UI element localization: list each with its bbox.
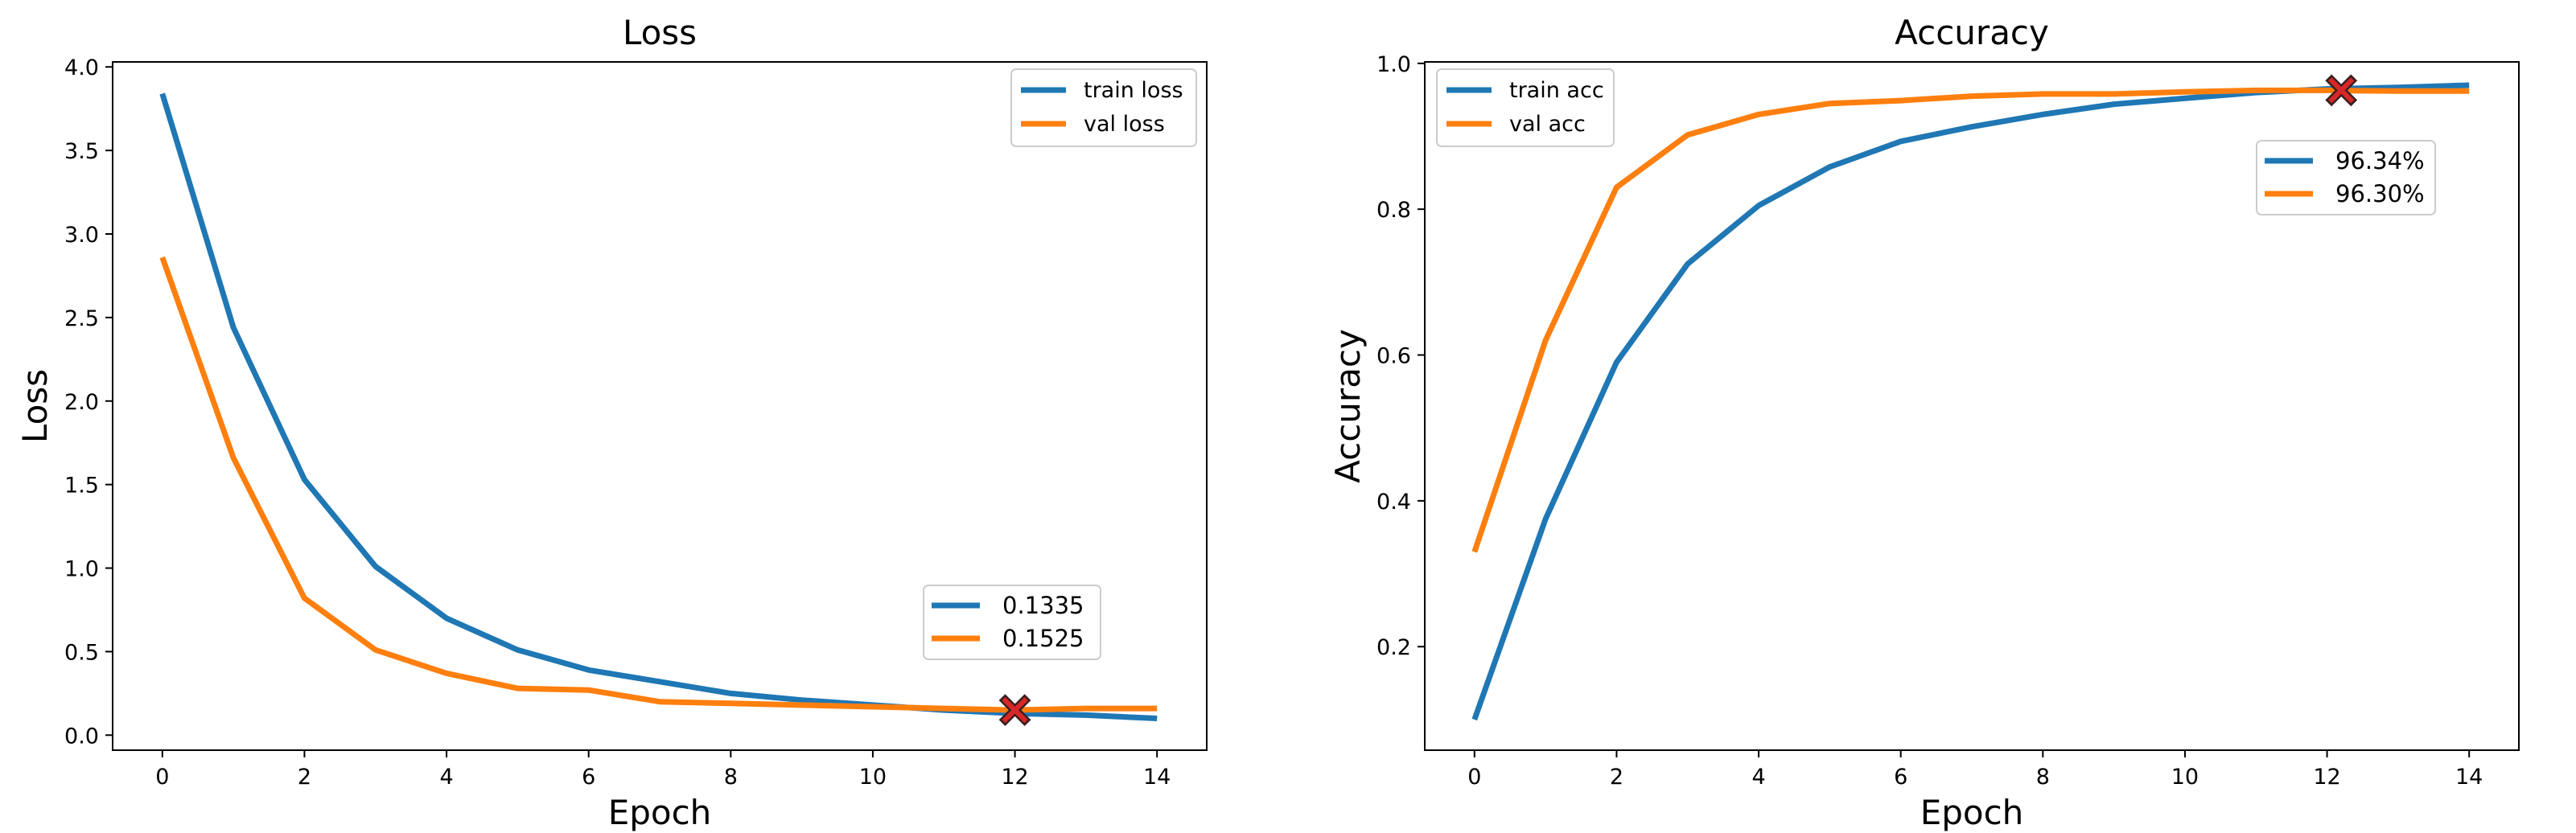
- y-tick-label: 0.0: [64, 724, 99, 749]
- x-tick-label: 12: [1001, 765, 1028, 790]
- legend: train acc val acc: [1436, 68, 1615, 147]
- legend-label: val acc: [1509, 112, 1586, 137]
- y-axis-label: Loss: [15, 369, 55, 443]
- plot-frame: [112, 61, 1208, 751]
- x-axis-label: Epoch: [608, 793, 712, 832]
- legend: train loss val loss: [1010, 68, 1197, 147]
- value-legend-label: 0.1525: [1002, 625, 1084, 652]
- legend-label: train loss: [1084, 78, 1183, 103]
- x-tick-label: 6: [1894, 765, 1907, 790]
- x-tick-label: 8: [2036, 765, 2050, 790]
- chart-title: Loss: [623, 13, 697, 52]
- best-epoch-marker: [998, 694, 1031, 727]
- x-tick-label: 10: [859, 765, 887, 790]
- series-line-val: [159, 256, 1158, 713]
- x-tick-label: 14: [2455, 765, 2483, 790]
- value-legend: 0.1335 0.1525: [923, 585, 1101, 660]
- value-legend: 96.34% 96.30%: [2256, 140, 2436, 215]
- x-tick-label: 8: [724, 765, 738, 790]
- y-tick-label: 0.2: [1376, 635, 1411, 660]
- y-tick-label: 1.0: [1376, 52, 1411, 77]
- value-legend-label: 96.34%: [2335, 147, 2425, 174]
- x-tick-label: 2: [298, 765, 311, 790]
- y-tick-label: 3.5: [64, 139, 99, 164]
- x-tick-label: 2: [1610, 765, 1623, 790]
- x-tick-label: 4: [439, 765, 453, 790]
- series-line-val: [1471, 87, 2470, 553]
- y-tick-label: 0.6: [1376, 344, 1411, 369]
- plot-frame: [1424, 61, 2520, 751]
- best-epoch-marker: [2325, 74, 2358, 107]
- chart-1: Accuracy 0 2 4 6 8 10 12 14 0.2 0.4 0.6 0.8 1.0 Epoch A…: [1328, 13, 2520, 832]
- x-tick-label: 14: [1143, 765, 1171, 790]
- chart-0: Loss 0 2 4 6 8 10 12 14 0.0 0.5 1.0 1.5 2.0 2.5 3.0 3.5 4…: [15, 13, 1208, 832]
- x-tick-label: 0: [1467, 765, 1481, 790]
- value-legend-label: 96.30%: [2335, 180, 2425, 207]
- x-tick-label: 4: [1751, 765, 1765, 790]
- y-tick-label: 0.4: [1376, 490, 1411, 515]
- y-tick-label: 1.0: [64, 557, 99, 582]
- x-tick-label: 0: [155, 765, 169, 790]
- y-tick-label: 2.0: [64, 390, 99, 415]
- y-tick-label: 0.5: [64, 640, 99, 665]
- x-axis-label: Epoch: [1920, 793, 2024, 832]
- marker-fill: [1002, 697, 1028, 724]
- y-tick-label: 4.0: [64, 55, 99, 80]
- x-tick-label: 6: [582, 765, 595, 790]
- value-legend-label: 0.1335: [1002, 592, 1084, 619]
- y-tick-label: 2.5: [64, 306, 99, 331]
- marker-fill: [2328, 77, 2355, 104]
- x-tick-label: 12: [2313, 765, 2340, 790]
- y-tick-label: 1.5: [64, 474, 99, 499]
- y-tick-label: 3.0: [64, 223, 99, 248]
- legend-label: train acc: [1509, 78, 1604, 103]
- chart-title: Accuracy: [1895, 13, 2049, 52]
- legend-label: val loss: [1084, 112, 1165, 137]
- y-tick-label: 0.8: [1376, 198, 1411, 223]
- y-axis-label: Accuracy: [1328, 329, 1368, 483]
- x-tick-label: 10: [2171, 765, 2199, 790]
